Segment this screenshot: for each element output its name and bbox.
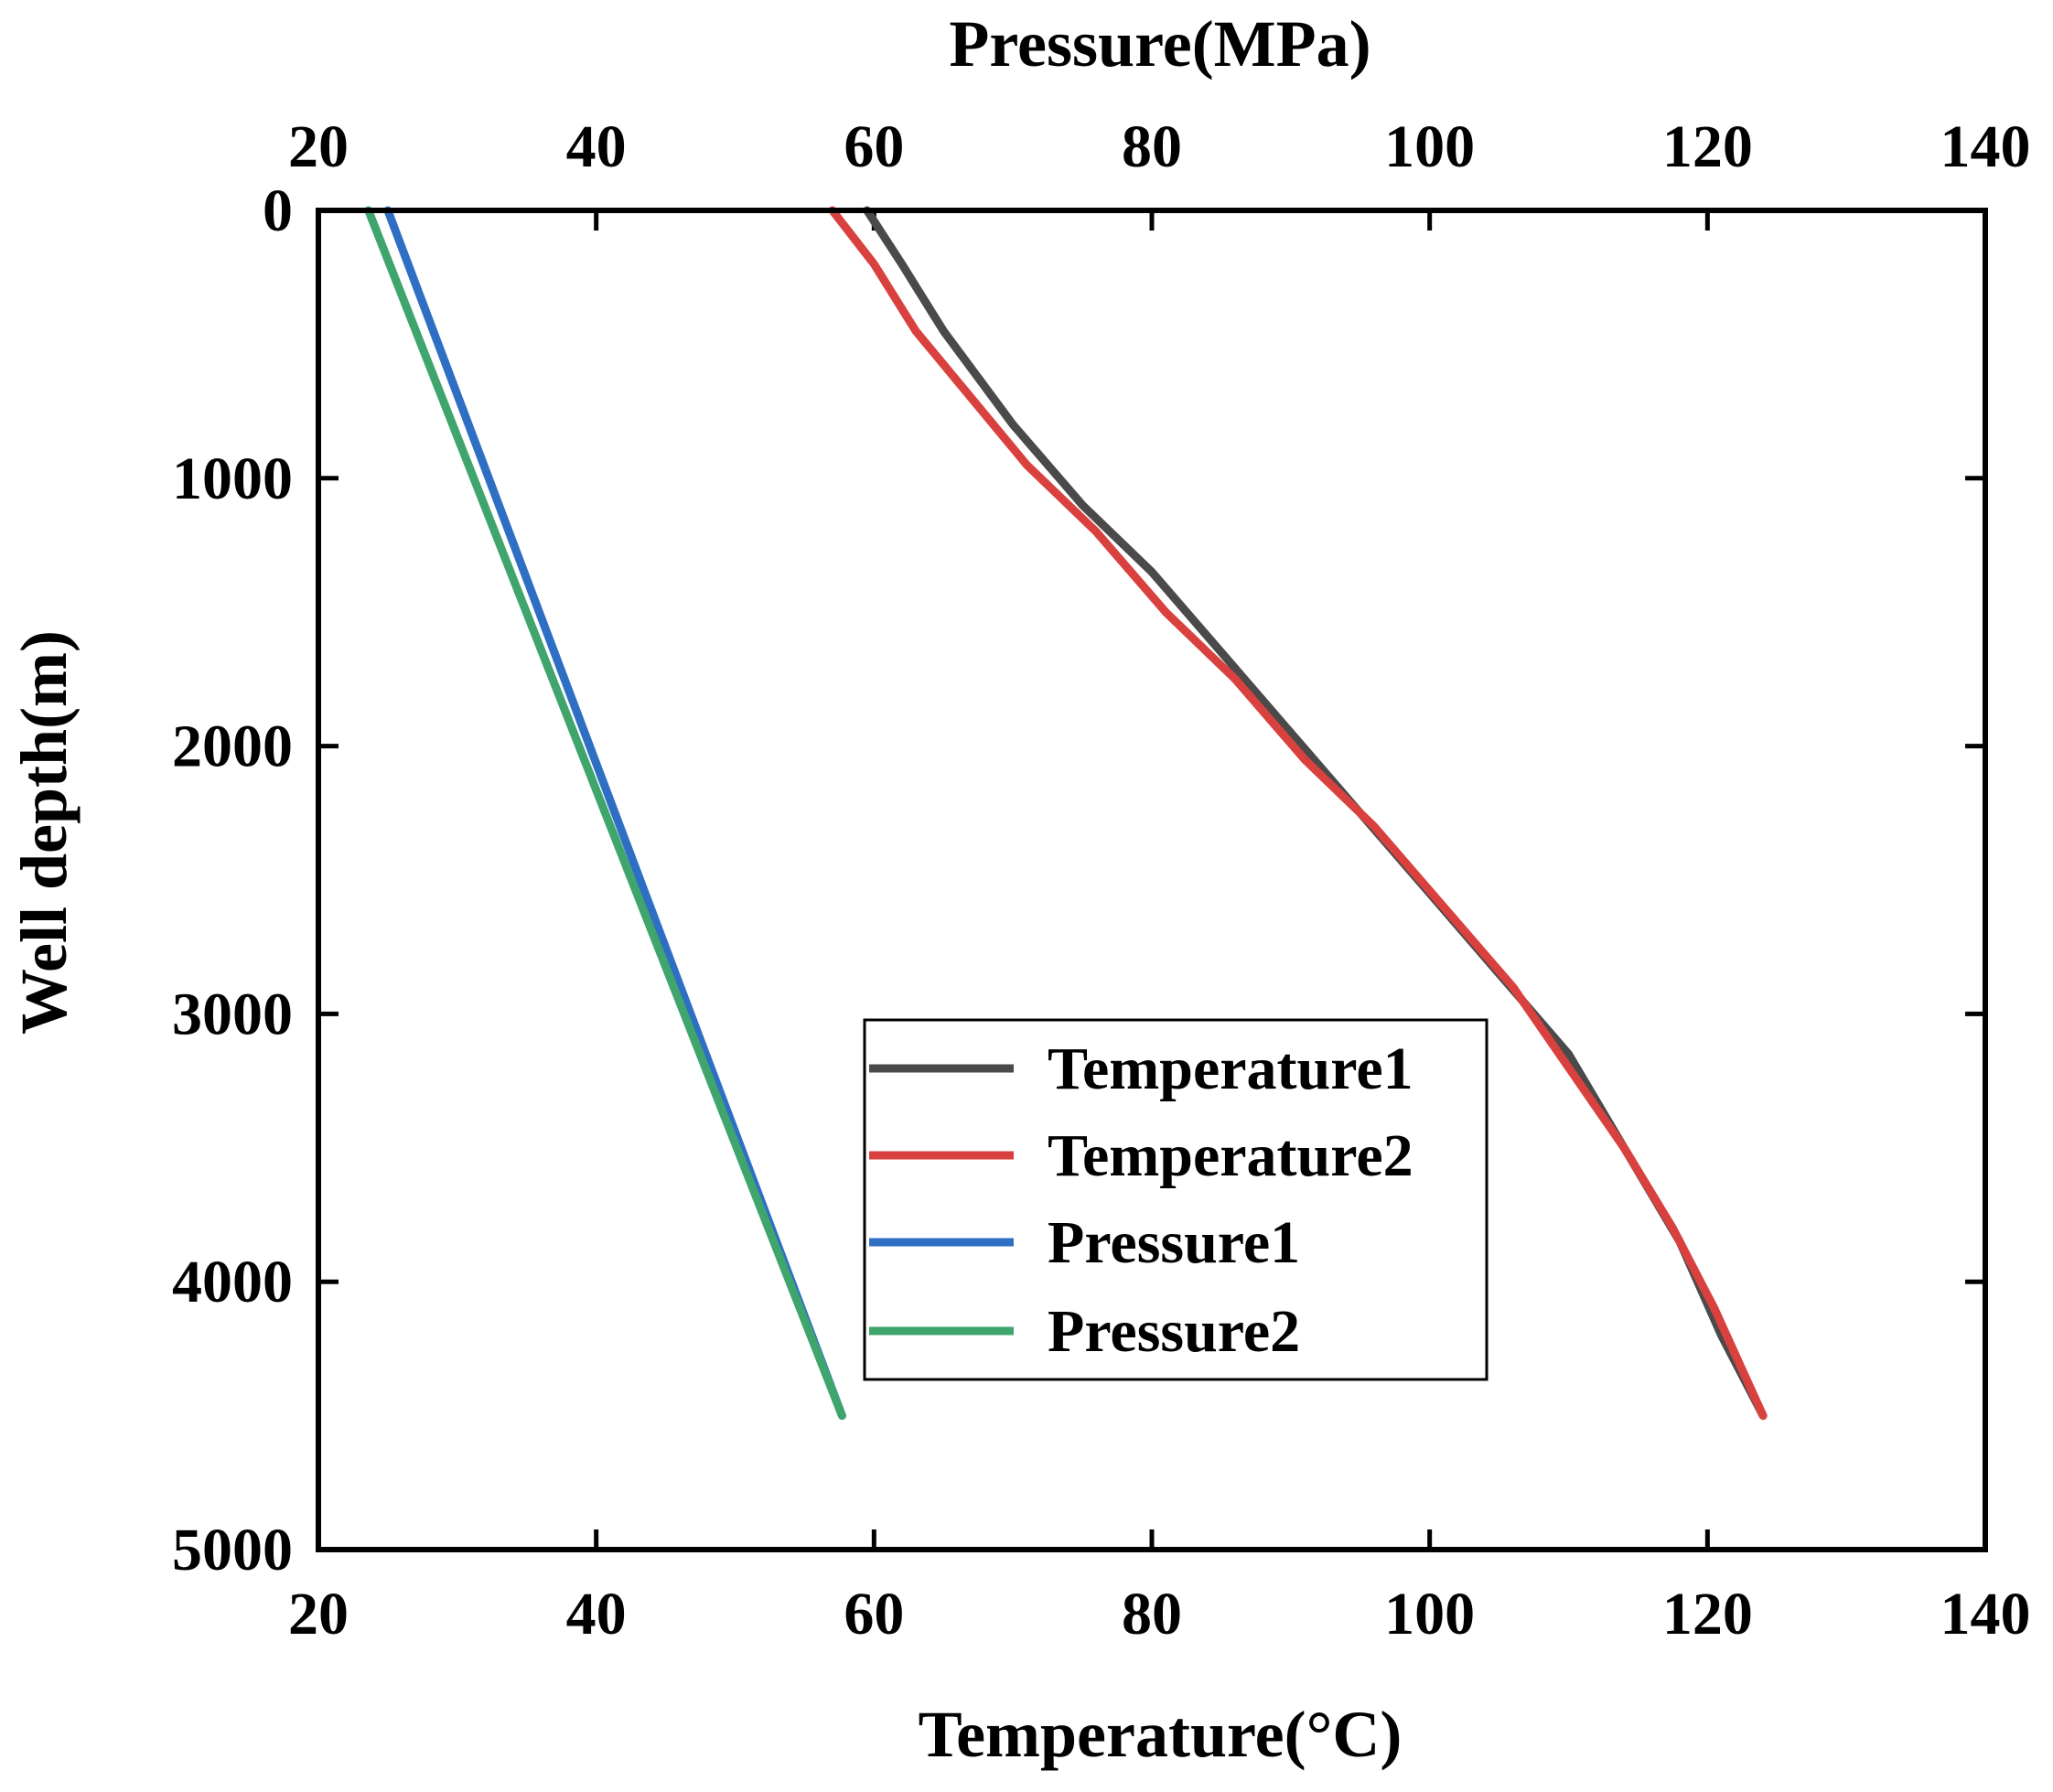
y-tick-label: 5000 xyxy=(172,1517,293,1583)
y-axis-title: Well depth(m) xyxy=(7,630,81,1035)
plot-frame xyxy=(316,208,1988,1552)
top-axis-title: Pressure(MPa) xyxy=(949,7,1370,80)
x-top-tick-label: 20 xyxy=(288,113,349,180)
x-bottom-tick-label: 120 xyxy=(1662,1581,1753,1647)
y-tick-label: 4000 xyxy=(172,1249,293,1315)
series-line-pressure2 xyxy=(364,206,846,1421)
x-bottom-tick-label: 100 xyxy=(1384,1581,1475,1647)
x-bottom-tick-label: 20 xyxy=(288,1581,349,1647)
y-tick-label: 0 xyxy=(263,177,293,244)
bottom-axis-title: Temperature(°C) xyxy=(919,1698,1403,1771)
legend-label-pressure2: Pressure2 xyxy=(1048,1298,1300,1365)
x-top-tick-label: 60 xyxy=(844,113,904,180)
x-bottom-tick-label: 40 xyxy=(566,1581,627,1647)
legend: Temperature1 Temperature2 Pressure1 Pres… xyxy=(863,1018,1489,1381)
y-tick-label: 1000 xyxy=(172,445,293,512)
y-tick-label: 3000 xyxy=(172,981,293,1047)
x-top-tick-label: 140 xyxy=(1940,113,2031,180)
legend-box xyxy=(863,1018,1489,1381)
ticks-layer: 20 40 60 80 100 120 140 20 40 60 80 100 120 140 0 1000 2… xyxy=(172,113,2031,1647)
legend-label-pressure1: Pressure1 xyxy=(1048,1209,1300,1276)
x-bottom-tick-label: 140 xyxy=(1940,1581,2031,1647)
series-line-temperature2 xyxy=(828,206,1768,1421)
x-top-tick-label: 100 xyxy=(1384,113,1475,180)
x-top-tick-label: 120 xyxy=(1662,113,1753,180)
x-bottom-tick-label: 80 xyxy=(1122,1581,1182,1647)
x-top-tick-label: 80 xyxy=(1122,113,1182,180)
y-tick-label: 2000 xyxy=(172,714,293,780)
series-layer xyxy=(364,206,1768,1421)
legend-label-temperature2: Temperature2 xyxy=(1048,1122,1413,1189)
x-bottom-tick-label: 60 xyxy=(844,1581,904,1647)
x-top-tick-label: 40 xyxy=(566,113,627,180)
legend-label-temperature1: Temperature1 xyxy=(1048,1035,1413,1102)
